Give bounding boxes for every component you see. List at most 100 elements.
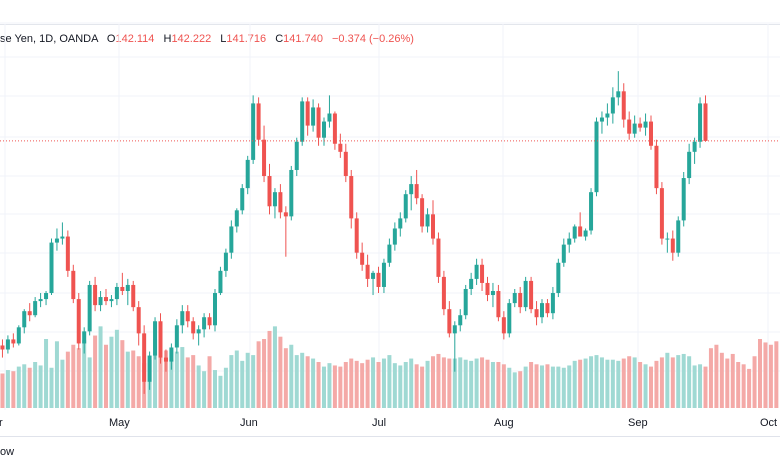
volume-bar — [638, 362, 643, 408]
low-value: 141.716 — [226, 33, 267, 45]
candle-body — [594, 121, 599, 193]
candle-body — [392, 228, 397, 245]
candle-body — [44, 293, 49, 300]
volume-bar — [256, 341, 261, 408]
volume-bar — [22, 364, 27, 408]
volume-bar — [245, 352, 250, 408]
volume-bar — [49, 367, 54, 408]
volume-bar — [158, 347, 163, 408]
volume-bar — [774, 341, 779, 408]
candle-body — [436, 238, 441, 277]
volume-bar — [485, 359, 490, 408]
open-value: 142.114 — [115, 33, 155, 45]
candle-body — [354, 218, 359, 253]
month-label: Oct — [760, 417, 777, 429]
candle-body — [523, 280, 528, 308]
volume-bar — [676, 355, 681, 408]
candle-body — [278, 192, 283, 213]
candle-body — [529, 280, 534, 310]
candle-body — [687, 151, 692, 179]
volume-bar — [540, 365, 544, 408]
volume-bar — [452, 358, 457, 408]
volume-bar — [360, 363, 365, 408]
volume-bar — [332, 365, 337, 408]
candle-body — [131, 284, 136, 308]
volume-bar — [0, 373, 5, 408]
candle-body — [659, 188, 664, 239]
volume-bar — [196, 365, 201, 408]
candle-body — [22, 311, 27, 328]
volume-bar — [605, 359, 610, 408]
volume-bar — [670, 357, 675, 408]
volume-bar — [665, 352, 670, 408]
volume-bar — [447, 358, 452, 408]
volume-bar — [768, 344, 773, 408]
candle-body — [223, 252, 228, 271]
candle-body — [87, 284, 92, 332]
candle-body — [545, 303, 550, 314]
candle-body — [229, 226, 234, 253]
volume-bar — [343, 362, 348, 408]
volume-bar — [163, 350, 168, 408]
candle-body — [153, 321, 158, 356]
volume-bar — [16, 366, 21, 408]
candle-body — [305, 101, 310, 126]
volume-bar — [512, 372, 517, 408]
volume-bar — [371, 357, 376, 408]
volume-bar — [338, 366, 343, 408]
candle-body — [93, 284, 98, 306]
volume-bar — [708, 348, 713, 408]
candle-body — [240, 188, 245, 211]
volume-bar — [621, 358, 626, 408]
volume-bar — [632, 357, 637, 408]
volume-bar — [213, 370, 217, 408]
volume-bar — [104, 344, 108, 408]
candle-body — [441, 276, 446, 310]
volume-bar — [572, 360, 577, 408]
volume-bar — [153, 339, 158, 408]
volume-bar — [251, 355, 256, 408]
candle-body — [469, 278, 474, 289]
candle-body — [643, 121, 648, 128]
candle-body — [474, 264, 479, 279]
volume-bar — [747, 368, 752, 408]
candle-body — [262, 139, 267, 177]
candle-body — [610, 97, 615, 114]
volume-bar — [191, 355, 196, 408]
candle-body — [300, 101, 305, 142]
volume-bar — [27, 367, 32, 408]
volume-bar — [409, 358, 414, 408]
candle-body — [16, 327, 21, 344]
candle-body — [621, 91, 626, 120]
volume-bar — [534, 364, 539, 408]
candle-body — [38, 299, 43, 302]
symbol-legend: se Yen, 1D, OANDA O142.114 H142.222 L141… — [0, 33, 414, 45]
volume-bar — [354, 360, 359, 408]
candle-body — [174, 325, 179, 348]
volume-bar — [463, 359, 468, 408]
volume-bar — [387, 355, 392, 408]
price-chart[interactable]: r May Jun Jul Aug Sep Oct — [0, 0, 780, 436]
bottom-panel-label[interactable]: ow — [0, 446, 15, 458]
candle-body — [540, 303, 544, 318]
volume-bar — [425, 360, 430, 408]
volume-bar — [327, 363, 332, 408]
volume-bar — [289, 344, 294, 408]
candle-body — [698, 103, 703, 142]
candle-body — [327, 113, 332, 122]
volume-bar — [311, 358, 316, 408]
candle-body — [104, 297, 108, 302]
volume-bar — [616, 360, 621, 408]
candle-body — [387, 244, 392, 263]
candle-body — [616, 91, 621, 98]
candle-body — [180, 311, 185, 326]
volume-bar — [98, 326, 103, 408]
symbol-name[interactable]: se Yen, 1D, OANDA — [0, 33, 98, 45]
volume-bar — [207, 356, 212, 408]
candle-body — [136, 307, 141, 334]
volume-bar — [687, 356, 692, 408]
high-label: H — [163, 33, 172, 45]
volume-bar — [599, 357, 604, 408]
close-value: 141.740 — [283, 33, 323, 45]
candle-body — [496, 291, 501, 318]
